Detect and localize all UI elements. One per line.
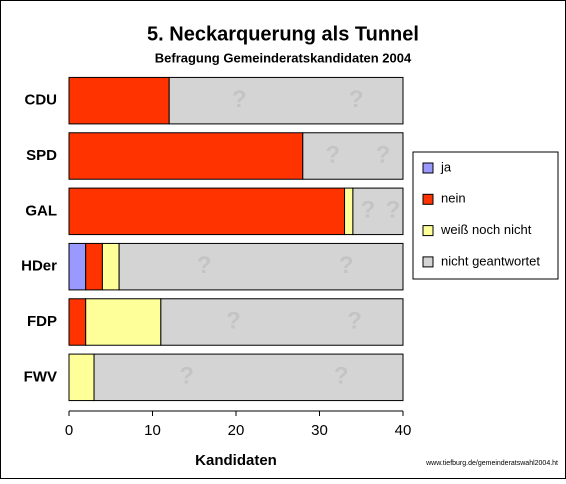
x-tick-label: 20 [228,422,245,439]
x-tick-label: 40 [395,422,412,439]
y-tick-label: FWV [24,368,57,385]
bar-segment [85,298,162,346]
gap-marker: ? [339,252,354,279]
bar-segment [68,353,95,402]
bar-segment [118,242,404,291]
gap-marker: ? [197,252,212,279]
gap-marker: ? [376,141,391,168]
gap-marker: ? [326,141,341,168]
gap-marker: ? [349,86,364,113]
bar-segment [352,187,404,236]
y-tick-label: FDP [27,313,57,330]
y-tick-label: CDU [25,92,58,109]
legend-label: weiß noch nicht [440,222,532,237]
bar-segment [68,76,170,125]
legend-box [412,151,559,280]
legend-label: ja [440,159,452,174]
gap-marker: ? [179,363,194,390]
x-axis-label: Kandidaten [195,452,277,469]
bar-segment [68,187,346,236]
y-tick-label: HDer [21,258,57,275]
legend-swatch [422,256,434,268]
bar-segment [68,132,304,180]
chart-title: 5. Neckarquerung als Tunnel [147,23,419,45]
gap-marker: ? [232,86,247,113]
gap-marker: ? [347,307,362,334]
gap-marker: ? [361,197,376,224]
bar-segment [68,242,87,291]
source-url: www.tiefburg.de/gemeinderatswahl2004.ht [425,460,558,467]
x-tick-label: 0 [65,422,73,439]
x-tick-label: 30 [311,422,328,439]
gap-marker: ? [226,307,241,334]
bar-segment [101,242,120,291]
bar-segment [93,353,404,402]
bar-segment [68,298,87,346]
legend-swatch [422,193,434,205]
bar-segment [344,187,354,236]
x-tick-label: 10 [144,422,161,439]
bar-segment [302,132,404,180]
bar-segment [168,76,404,125]
legend-label: nein [441,191,466,206]
bar-segment [160,298,404,346]
bar-segment [85,242,103,291]
legend-swatch [422,225,434,237]
gap-marker: ? [386,197,401,224]
legend-label: nicht geantwortet [441,253,540,268]
legend-swatch [422,162,434,174]
chart-subtitle: Befragung Gemeinderatskandidaten 2004 [155,50,412,65]
gap-marker: ? [334,363,349,390]
y-tick-label: SPD [26,147,57,164]
y-tick-label: GAL [25,202,57,219]
